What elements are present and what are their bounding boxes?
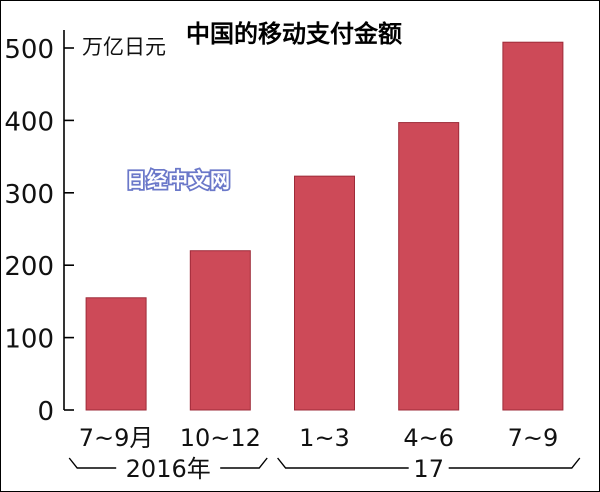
bars-group <box>85 41 564 411</box>
y-tick-label-500: 500 <box>4 35 54 65</box>
bar-3 <box>294 175 355 411</box>
bar-4 <box>398 122 460 411</box>
y-tick-label-100: 100 <box>4 325 54 355</box>
y-tick-label-200: 200 <box>4 252 54 282</box>
chart-title: 中国的移动支付金额 <box>186 20 402 48</box>
year-group-labels: 2016年 17 <box>68 455 581 483</box>
bar-5 <box>502 41 564 411</box>
year-bracket-left-1 <box>68 457 117 469</box>
x-axis-labels: 7~9月 10~12 1~3 4~6 7~9 <box>79 424 558 452</box>
year-bracket-left-2 <box>277 457 409 469</box>
y-tick-label-0: 0 <box>37 397 54 427</box>
x-category-label-2: 10~12 <box>180 424 261 452</box>
x-category-label-3: 1~3 <box>299 424 350 452</box>
y-axis: 0 100 200 300 400 500 <box>4 30 74 427</box>
year-bracket-right-1 <box>220 457 268 469</box>
x-category-label-4: 4~6 <box>403 424 454 452</box>
watermark-logo: 日经中文网 <box>126 168 231 192</box>
x-category-label-1: 7~9月 <box>79 424 154 452</box>
unit-label: 万亿日元 <box>82 35 166 59</box>
bar-1 <box>85 297 147 411</box>
y-tick-label-400: 400 <box>4 107 54 137</box>
year-group-label-1: 2016年 <box>126 455 211 483</box>
y-tick-label-300: 300 <box>4 180 54 210</box>
x-category-label-5: 7~9 <box>508 424 559 452</box>
bar-2 <box>189 250 251 411</box>
year-bracket-right-2 <box>448 457 581 469</box>
year-group-label-2: 17 <box>413 455 444 483</box>
